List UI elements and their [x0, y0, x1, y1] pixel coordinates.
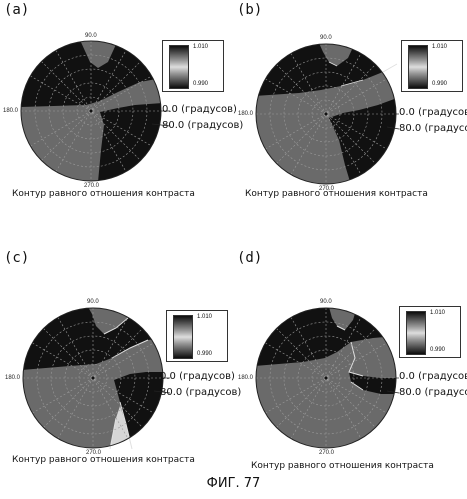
panel-caption: Контур равного отношения контраста	[245, 189, 428, 199]
panel-a: (a) 90.0 180.0 270.0 0.0 (градусов) 80.0…	[0, 0, 233, 240]
angle-label-180: 180.0	[5, 375, 20, 381]
panel-c: (c) 90.0 180.0 270.0 0.0 (градусов) 80.0…	[0, 248, 233, 488]
colorbar-legend: 1.010 0.990	[399, 306, 461, 358]
panel-b: (b) 90.0 180.0 270.0 0.0 (градусов) 80.0…	[233, 0, 466, 240]
colorbar-max-label: 1.010	[430, 310, 445, 316]
annotation-zero-degrees: 0.0 (градусов)	[399, 107, 467, 118]
angle-label-90: 90.0	[87, 299, 99, 305]
angle-label-180: 180.0	[238, 111, 253, 117]
annotation-zero-degrees: 0.0 (градусов)	[160, 371, 235, 382]
angle-label-90: 90.0	[320, 35, 332, 41]
colorbar-min-label: 0.990	[430, 347, 445, 353]
panel-caption: Контур равного отношения контраста	[12, 455, 195, 465]
dark-region-lower-right	[98, 103, 162, 182]
panel-d: (d) 90.0 180.0 270.0 0.0 (градусов) 80.0…	[233, 248, 466, 488]
angle-label-90: 90.0	[85, 33, 97, 39]
plot-center	[91, 376, 95, 380]
colorbar-max-label: 1.010	[193, 44, 208, 50]
panel-caption: Контур равного отношения контраста	[251, 461, 434, 471]
colorbar-gradient	[406, 311, 426, 355]
colorbar-max-label: 1.010	[197, 314, 212, 320]
colorbar-min-label: 0.990	[197, 351, 212, 357]
angle-label-90: 90.0	[320, 299, 332, 305]
polar-contour-plot	[0, 248, 233, 488]
colorbar-max-label: 1.010	[432, 44, 447, 50]
colorbar-gradient	[173, 315, 193, 359]
annotation-zero-degrees: 0.0 (градусов)	[162, 104, 237, 115]
polar-contour-plot	[233, 0, 466, 240]
angle-label-270: 270.0	[319, 450, 334, 456]
colorbar-legend: 1.010 0.990	[162, 40, 224, 92]
colorbar-legend: 1.010 0.990	[166, 310, 228, 362]
colorbar-gradient	[169, 45, 189, 89]
angle-label-180: 180.0	[238, 375, 253, 381]
annotation-zero-degrees: 0.0 (градусов)	[399, 371, 467, 382]
annotation-eighty-degrees: 80.0 (градусов)	[160, 387, 241, 398]
annotation-eighty-degrees: 80.0 (градусов)	[399, 123, 467, 134]
figure-caption: ФИГ. 77	[0, 476, 467, 491]
colorbar-min-label: 0.990	[193, 81, 208, 87]
polar-contour-plot	[233, 248, 466, 488]
plot-center	[89, 109, 93, 113]
colorbar-min-label: 0.990	[432, 81, 447, 87]
annotation-eighty-degrees: 80.0 (градусов)	[162, 120, 243, 131]
plot-center	[324, 112, 328, 116]
annotation-eighty-degrees: 80.0 (градусов)	[399, 387, 467, 398]
colorbar-legend: 1.010 0.990	[401, 40, 463, 92]
colorbar-gradient	[408, 45, 428, 89]
angle-label-180: 180.0	[3, 108, 18, 114]
plot-center	[324, 376, 328, 380]
panel-caption: Контур равного отношения контраста	[12, 189, 195, 199]
